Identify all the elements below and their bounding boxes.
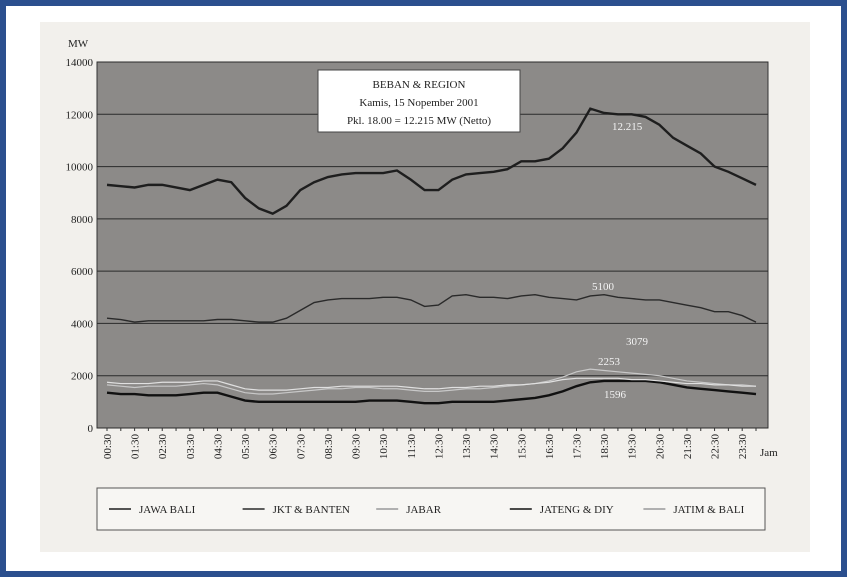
annotation: 1596 <box>604 389 627 401</box>
x-tick-label: 09:30 <box>351 434 363 460</box>
x-tick-label: 18:30 <box>599 434 611 460</box>
y-tick-label: 4000 <box>71 318 94 330</box>
y-tick-label: 14000 <box>66 57 94 69</box>
x-tick-label: 13:30 <box>461 434 473 460</box>
x-tick-label: 08:30 <box>323 434 335 460</box>
annotation: 3079 <box>626 336 649 348</box>
y-axis-label: MW <box>68 38 89 50</box>
legend-label: JAWA BALI <box>139 504 196 516</box>
chart-note: Pkl. 18.00 = 12.215 MW (Netto) <box>347 115 491 127</box>
title-box <box>317 69 521 133</box>
x-tick-label: 11:30 <box>406 434 418 459</box>
legend-label: JATENG & DIY <box>540 504 614 516</box>
x-tick-label: 04:30 <box>212 434 224 460</box>
x-tick-label: 21:30 <box>682 434 694 460</box>
annotation: 2253 <box>598 356 621 368</box>
x-tick-label: 00:30 <box>102 434 114 460</box>
annotation: 5100 <box>592 281 615 293</box>
chart-title: BEBAN & REGION <box>373 79 466 91</box>
x-tick-label: 14:30 <box>489 434 501 460</box>
annotation: 12.215 <box>612 121 643 133</box>
x-tick-label: 10:30 <box>378 434 390 460</box>
x-tick-label: 02:30 <box>157 434 169 460</box>
series-line <box>106 379 757 405</box>
x-tick-label: 07:30 <box>295 434 307 460</box>
y-tick-label: 2000 <box>71 371 94 383</box>
x-tick-label: 06:30 <box>268 434 280 460</box>
x-tick-label: 23:30 <box>737 434 749 460</box>
y-tick-label: 0 <box>88 423 94 435</box>
legend-label: JATIM & BALI <box>673 504 744 516</box>
x-tick-label: 20:30 <box>654 434 666 460</box>
chart-subtitle: Kamis, 15 Nopember 2001 <box>359 97 478 109</box>
y-tick-label: 8000 <box>71 214 94 226</box>
legend-label: JABAR <box>406 504 442 516</box>
x-tick-label: 17:30 <box>571 434 583 460</box>
y-tick-label: 10000 <box>66 162 94 174</box>
y-tick-label: 6000 <box>71 266 94 278</box>
x-axis-label: Jam <box>760 447 778 459</box>
x-tick-label: 22:30 <box>710 434 722 460</box>
x-tick-label: 12:30 <box>433 434 445 460</box>
x-tick-label: 05:30 <box>240 434 252 460</box>
series-line <box>106 368 757 395</box>
series-line <box>106 107 757 215</box>
y-tick-label: 12000 <box>66 109 94 121</box>
x-tick-label: 01:30 <box>130 434 142 460</box>
x-tick-label: 16:30 <box>544 434 556 460</box>
series-line <box>106 293 757 323</box>
legend-label: JKT & BANTEN <box>273 504 350 516</box>
series-line <box>106 377 756 391</box>
x-tick-label: 19:30 <box>627 434 639 460</box>
x-tick-label: 15:30 <box>516 434 528 460</box>
x-tick-label: 03:30 <box>185 434 197 460</box>
